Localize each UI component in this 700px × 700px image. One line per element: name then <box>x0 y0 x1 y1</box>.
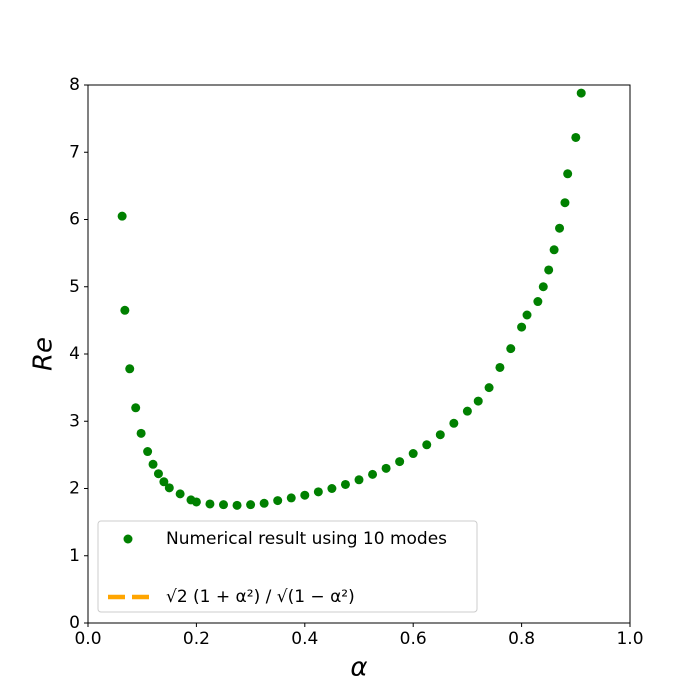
y-tick-label: 7 <box>69 142 80 162</box>
data-point <box>232 500 242 510</box>
data-point <box>571 132 581 142</box>
data-point <box>354 475 364 485</box>
y-tick-label: 5 <box>69 277 80 297</box>
legend-box <box>97 520 478 613</box>
data-point <box>300 490 310 500</box>
data-point <box>435 430 445 440</box>
data-point <box>495 362 505 372</box>
x-tick-label: 0.4 <box>291 629 318 649</box>
data-point <box>462 406 472 416</box>
data-point <box>576 88 586 98</box>
data-point <box>327 484 337 493</box>
y-tick-label: 2 <box>69 479 80 499</box>
legend-label: Numerical result using 10 modes <box>166 529 447 549</box>
y-tick-label: 0 <box>69 613 80 633</box>
data-point <box>484 383 494 393</box>
y-tick-label: 4 <box>69 344 80 364</box>
data-point <box>153 469 163 479</box>
data-point <box>117 211 127 221</box>
data-point <box>205 499 215 509</box>
x-tick-label: 0.6 <box>400 629 427 649</box>
data-point <box>538 282 548 292</box>
data-point <box>131 403 141 413</box>
x-tick-label: 0.8 <box>508 629 535 649</box>
data-point <box>191 497 201 507</box>
data-point <box>549 245 559 255</box>
y-tick-label: 3 <box>69 411 80 431</box>
data-point <box>340 479 350 489</box>
data-point <box>159 477 169 487</box>
data-point <box>506 344 516 354</box>
data-point <box>175 489 185 499</box>
data-point <box>164 483 174 493</box>
data-point <box>563 169 573 179</box>
data-point <box>143 447 153 457</box>
data-point <box>555 223 565 233</box>
legend-label: √2 (1 + α²) / √(1 − α²) <box>166 587 355 607</box>
data-point <box>395 457 405 467</box>
data-point <box>136 428 146 438</box>
data-point <box>473 396 483 406</box>
y-tick-label: 6 <box>69 210 80 230</box>
data-point <box>313 487 323 497</box>
data-point <box>368 469 378 479</box>
data-point <box>533 297 543 307</box>
data-point <box>246 500 256 510</box>
data-point <box>449 418 459 428</box>
y-tick-label: 8 <box>69 75 80 95</box>
data-point <box>522 310 532 320</box>
data-point <box>286 493 296 503</box>
x-tick-label: 1.0 <box>616 629 643 649</box>
data-point <box>544 265 554 275</box>
legend-marker <box>123 534 133 544</box>
y-tick-label: 1 <box>69 546 80 566</box>
y-axis-label: Re <box>29 337 59 371</box>
data-point <box>273 496 283 506</box>
data-point <box>517 322 527 332</box>
data-point <box>125 364 135 374</box>
x-axis-label: α <box>350 653 367 683</box>
data-point <box>560 198 570 208</box>
data-point <box>120 305 130 315</box>
data-point <box>219 500 228 510</box>
data-point <box>259 498 269 508</box>
data-point <box>422 440 432 450</box>
x-tick-label: 0.2 <box>183 629 210 649</box>
data-point <box>381 463 391 473</box>
data-point <box>148 459 158 469</box>
data-point <box>408 449 418 459</box>
x-tick-label: 0.0 <box>74 629 101 649</box>
